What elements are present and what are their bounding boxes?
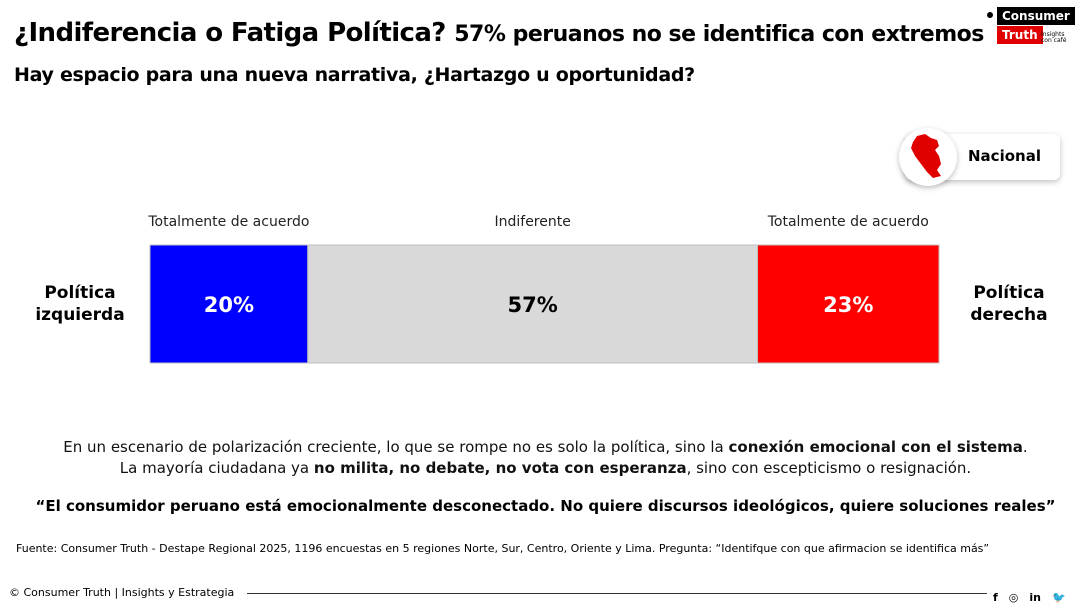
body-line1-post: .: [1022, 438, 1028, 456]
body-text: En un escenario de polarización crecient…: [0, 437, 1091, 479]
stacked-bar-chart: 20% Totalmente de acuerdo 57% Indiferente 23…: [35, 214, 1048, 364]
peru-map-icon: [899, 128, 957, 186]
bar-value-label: 23%: [823, 293, 873, 317]
logo-dot: [987, 12, 993, 18]
bar-segment: [149, 244, 309, 364]
bar-value-label: 57%: [508, 293, 558, 317]
title-main: ¿Indiferencia o Fatiga Política?: [14, 18, 446, 48]
page-subtitle: Hay espacio para una nueva narrativa, ¿H…: [14, 64, 695, 86]
logo-tagline: Insights con café: [1041, 31, 1067, 44]
body-line2-post: , sino con escepticismo o resignación.: [686, 459, 972, 477]
scope-badge: Nacional: [899, 128, 1060, 186]
logo-line1: Consumer: [997, 7, 1075, 25]
right-axis-label: Política: [973, 283, 1044, 303]
footer-copyright: © Consumer Truth | Insights y Estrategia: [9, 586, 235, 599]
facebook-icon[interactable]: f: [993, 591, 998, 604]
body-line2-bold: no milita, no debate, no vota con espera…: [313, 459, 687, 477]
left-axis-label: izquierda: [35, 305, 124, 325]
category-label: Indiferente: [494, 214, 570, 230]
title-sub: 57% peruanos no se identifica con extrem…: [454, 22, 984, 47]
body-line1-bold: conexión emocional con el sistema: [728, 438, 1023, 456]
key-quote: “El consumidor peruano está emocionalmen…: [35, 497, 1056, 515]
left-axis-label: Política: [44, 283, 115, 303]
bar-segment: [307, 244, 759, 364]
instagram-icon[interactable]: ◎: [1008, 591, 1019, 604]
footer-divider: [247, 593, 987, 594]
body-line1-pre: En un escenario de polarización crecient…: [63, 438, 729, 456]
social-links: f ◎ in 🐦: [993, 586, 1077, 605]
bar-segment: [757, 244, 940, 364]
twitter-icon[interactable]: 🐦: [1052, 591, 1066, 604]
category-label: Totalmente de acuerdo: [147, 214, 309, 230]
linkedin-icon[interactable]: in: [1029, 591, 1042, 604]
category-label: Totalmente de acuerdo: [767, 214, 929, 230]
consumer-truth-logo: Consumer Truth Insights con café: [985, 4, 1081, 60]
page-title: ¿Indiferencia o Fatiga Política? 57% per…: [14, 16, 984, 52]
right-axis-label: derecha: [970, 305, 1047, 325]
bar-value-label: 20%: [204, 293, 254, 317]
source-note: Fuente: Consumer Truth - Destape Regiona…: [16, 542, 990, 555]
body-line2-pre: La mayoría ciudadana ya: [119, 459, 314, 477]
scope-label: Nacional: [968, 147, 1041, 165]
logo-line2: Truth: [997, 26, 1043, 44]
